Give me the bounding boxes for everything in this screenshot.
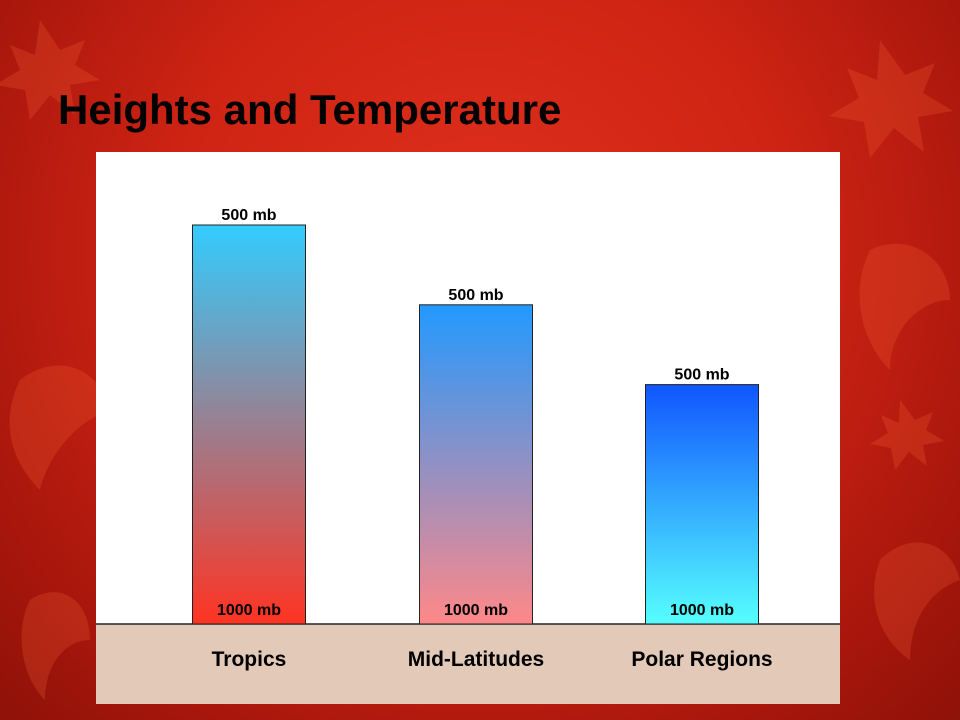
top-label-polar-regions: 500 mb [674,367,729,384]
bar-tropics [192,224,306,625]
top-label-tropics: 500 mb [221,207,276,224]
slide-title: Heights and Temperature [58,86,562,133]
category-label-polar-regions: Polar Regions [631,648,772,671]
ground-band [96,624,840,704]
top-label-mid-latitudes: 500 mb [448,287,503,304]
bottom-label-tropics: 1000 mb [217,602,281,619]
category-label-mid-latitudes: Mid-Latitudes [408,648,545,671]
bar-chart: 500 mb 1000 mb Tropics 500 mb 1000 mb Mid-Lat… [96,207,840,704]
category-label-tropics: Tropics [212,648,287,671]
chart-panel: 500 mb 1000 mb Tropics 500 mb 1000 mb Mid-Lat… [96,152,840,704]
bottom-label-mid-latitudes: 1000 mb [444,602,508,619]
bar-mid-latitudes [419,304,533,625]
bar-polar-regions [645,384,759,625]
bottom-label-polar-regions: 1000 mb [670,602,734,619]
